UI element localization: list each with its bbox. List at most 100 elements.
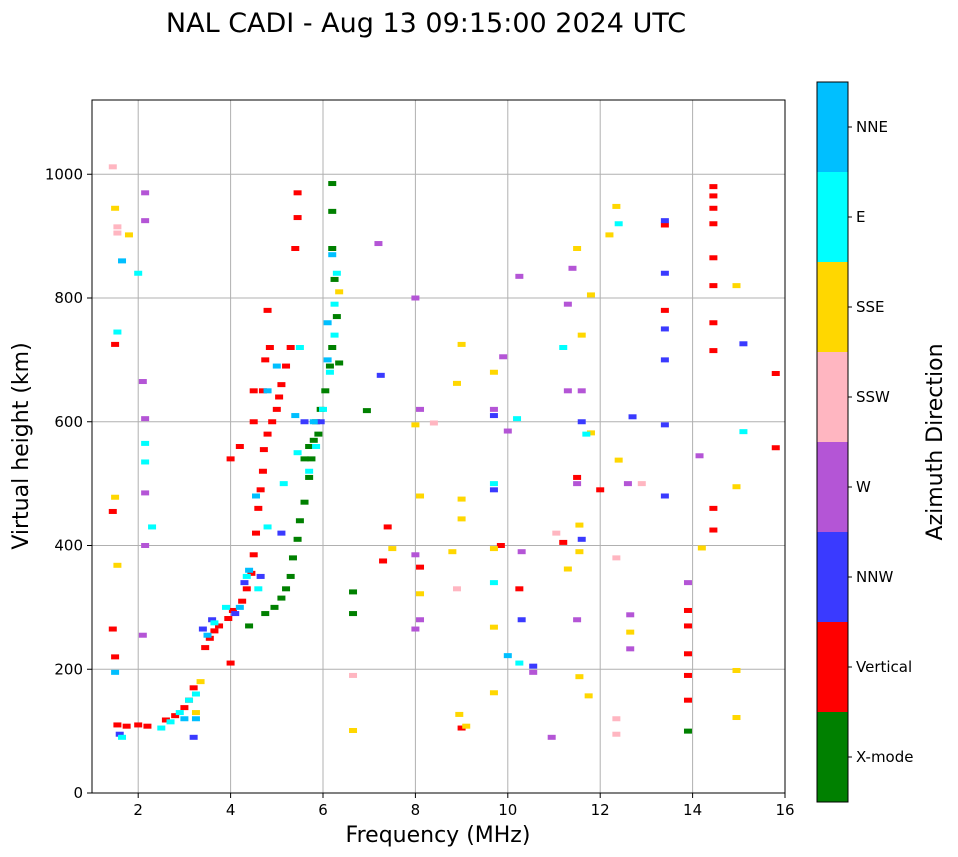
echo-point bbox=[612, 203, 621, 209]
echo-point bbox=[226, 456, 235, 462]
echo-point bbox=[258, 468, 267, 474]
echo-point bbox=[374, 241, 383, 247]
echo-point bbox=[575, 549, 584, 555]
echo-point bbox=[305, 474, 314, 480]
echo-point bbox=[515, 586, 524, 592]
echo-point bbox=[249, 419, 258, 425]
series-nnw bbox=[115, 218, 748, 740]
echo-point bbox=[709, 348, 718, 354]
echo-point bbox=[221, 604, 230, 610]
y-tick-label: 200 bbox=[54, 660, 83, 678]
echo-point bbox=[245, 567, 254, 573]
echo-point bbox=[452, 586, 461, 592]
echo-point bbox=[623, 481, 632, 487]
echo-point bbox=[141, 459, 150, 465]
echo-point bbox=[124, 232, 133, 238]
echo-point bbox=[697, 545, 706, 551]
echo-point bbox=[189, 734, 198, 740]
colorbar-swatch bbox=[817, 712, 848, 802]
echo-point bbox=[143, 723, 152, 729]
echo-point bbox=[203, 632, 212, 638]
echo-point bbox=[489, 406, 498, 412]
echo-point bbox=[573, 481, 582, 487]
echo-point bbox=[175, 710, 184, 716]
echo-point bbox=[108, 508, 117, 514]
echo-point bbox=[328, 252, 337, 258]
echo-point bbox=[282, 363, 291, 369]
echo-point bbox=[263, 388, 272, 394]
echo-point bbox=[113, 722, 122, 728]
colorbar-label: E bbox=[856, 208, 865, 226]
echo-point bbox=[411, 422, 420, 428]
echo-point bbox=[141, 440, 150, 446]
echo-point bbox=[254, 505, 263, 511]
echo-point bbox=[626, 646, 635, 652]
echo-point bbox=[256, 573, 265, 579]
echo-point bbox=[457, 496, 466, 502]
echo-point bbox=[134, 722, 143, 728]
x-tick-label: 8 bbox=[411, 801, 421, 819]
echo-point bbox=[457, 725, 466, 731]
echo-point bbox=[111, 654, 120, 660]
echo-point bbox=[388, 546, 397, 552]
echo-point bbox=[552, 530, 561, 536]
x-tick-label: 16 bbox=[775, 801, 794, 819]
echo-point bbox=[300, 456, 309, 462]
echo-point bbox=[586, 430, 595, 436]
echo-point bbox=[113, 224, 122, 230]
echo-point bbox=[111, 341, 120, 347]
echo-point bbox=[215, 623, 224, 629]
echo-point bbox=[295, 518, 304, 524]
echo-point bbox=[739, 341, 748, 347]
echo-point bbox=[108, 164, 117, 170]
echo-point bbox=[626, 629, 635, 635]
echo-point bbox=[286, 573, 295, 579]
echo-point bbox=[268, 419, 277, 425]
echo-point bbox=[612, 731, 621, 737]
echo-point bbox=[305, 468, 314, 474]
echo-point bbox=[286, 345, 295, 350]
echo-point bbox=[113, 230, 122, 236]
echo-point bbox=[332, 314, 341, 320]
echo-point bbox=[416, 617, 425, 623]
echo-point bbox=[349, 589, 358, 595]
echo-point bbox=[272, 363, 281, 369]
echo-point bbox=[709, 283, 718, 289]
echo-point bbox=[319, 406, 327, 412]
echo-point bbox=[529, 669, 538, 675]
echo-point bbox=[683, 672, 692, 678]
echo-point bbox=[256, 487, 265, 493]
y-tick-label: 600 bbox=[54, 413, 83, 431]
echo-point bbox=[254, 586, 263, 592]
colorbar-label: NNW bbox=[856, 568, 893, 586]
echo-point bbox=[503, 653, 512, 659]
echo-point bbox=[134, 270, 143, 276]
echo-point bbox=[293, 215, 302, 221]
echo-point bbox=[157, 725, 166, 731]
echo-point bbox=[660, 222, 669, 228]
echo-point bbox=[529, 663, 538, 669]
echo-point bbox=[115, 731, 124, 737]
echo-point bbox=[411, 552, 420, 558]
echo-point bbox=[489, 487, 498, 493]
colorbar-label: SSW bbox=[856, 388, 890, 406]
echo-point bbox=[429, 420, 438, 426]
colorbar-swatch bbox=[817, 442, 848, 532]
echo-point bbox=[293, 190, 302, 196]
echo-point bbox=[247, 570, 256, 576]
echo-point bbox=[489, 369, 498, 375]
echo-point bbox=[709, 205, 718, 211]
echo-point bbox=[307, 456, 316, 462]
x-tick-label: 4 bbox=[226, 801, 236, 819]
colorbar-swatch bbox=[817, 622, 848, 712]
echo-point bbox=[252, 530, 261, 536]
echo-point bbox=[489, 690, 498, 696]
echo-point bbox=[141, 490, 150, 496]
grid-lines bbox=[92, 100, 785, 793]
echo-point bbox=[575, 674, 584, 680]
x-tick-label: 14 bbox=[683, 801, 702, 819]
echo-point bbox=[191, 691, 200, 697]
echo-point bbox=[161, 717, 170, 723]
echo-point bbox=[683, 623, 692, 629]
colorbar-frame bbox=[816, 81, 849, 803]
